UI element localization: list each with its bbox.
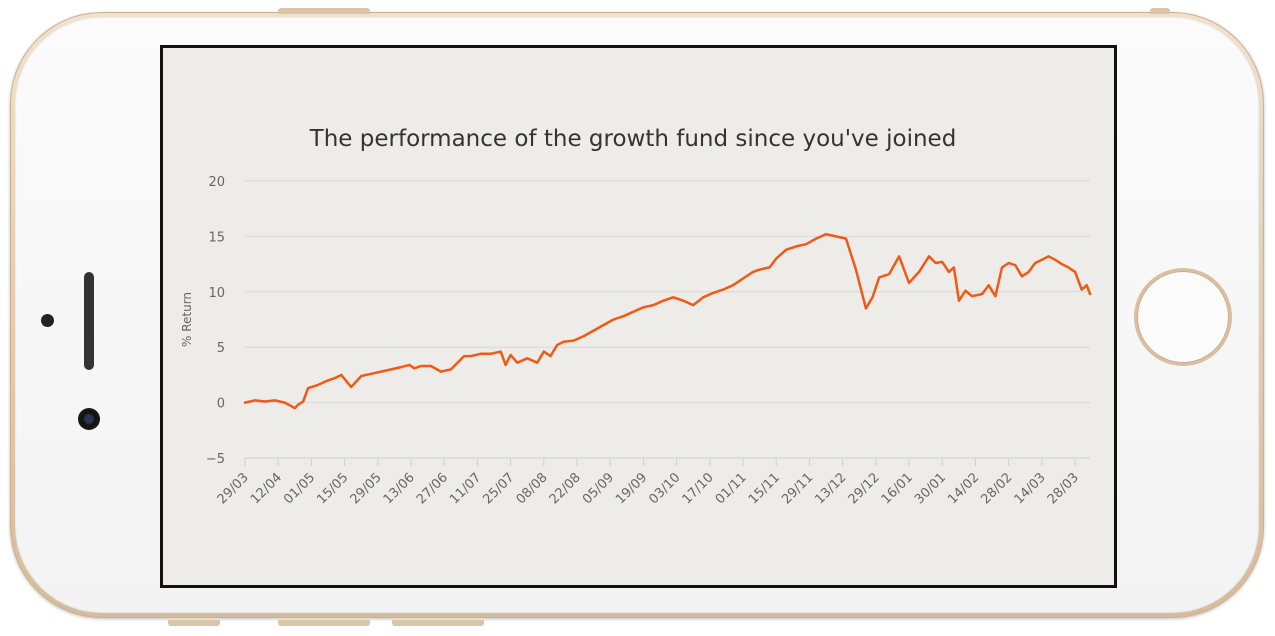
sleep-top-button — [1150, 8, 1170, 14]
x-tick-label: 27/06 — [414, 470, 451, 507]
x-tick-label: 03/10 — [646, 470, 683, 507]
x-tick-label: 22/08 — [547, 470, 584, 507]
x-tick-label: 19/09 — [613, 470, 650, 507]
x-tick-label: 13/12 — [812, 470, 849, 507]
x-tick-label: 13/06 — [381, 470, 418, 507]
x-tick-label: 05/09 — [580, 470, 617, 507]
x-tick-label: 25/07 — [480, 470, 517, 507]
x-tick-label: 17/10 — [680, 470, 717, 507]
x-tick-label: 14/02 — [945, 470, 982, 507]
earpiece-speaker — [84, 272, 94, 370]
x-tick-label: 29/12 — [846, 470, 883, 507]
y-tick-label: 10 — [208, 286, 225, 301]
x-tick-label: 29/03 — [215, 470, 252, 507]
y-tick-label: 15 — [208, 230, 225, 245]
front-camera-icon — [78, 408, 100, 430]
side-button-1 — [168, 620, 220, 626]
x-tick-label: 15/05 — [314, 470, 351, 507]
y-tick-label: −5 — [206, 452, 225, 467]
y-axis-label: % Return — [180, 292, 194, 347]
chart-title: The performance of the growth fund since… — [309, 126, 957, 152]
x-tick-label: 29/05 — [348, 470, 385, 507]
side-button-2 — [278, 620, 370, 626]
x-tick-label: 28/02 — [978, 470, 1015, 507]
y-axis-ticks: −5 0 5 10 15 20 — [206, 175, 225, 467]
x-tick-label: 15/11 — [746, 470, 783, 507]
x-tick-label: 12/04 — [248, 470, 285, 507]
x-tick-label: 01/05 — [281, 470, 318, 507]
performance-chart: −5 0 5 10 15 20 29/0312/0401/0515/0529/0513/0… — [180, 175, 1092, 507]
x-tick-label: 08/08 — [514, 470, 551, 507]
x-axis: 29/0312/0401/0515/0529/0513/0627/0611/07… — [215, 458, 1082, 507]
grid-lines — [245, 180, 1090, 459]
x-tick-label: 01/11 — [713, 470, 750, 507]
home-button[interactable] — [1137, 271, 1229, 363]
y-tick-label: 5 — [217, 341, 225, 356]
side-button-3 — [392, 620, 484, 626]
phone-screen: The performance of the growth fund since… — [160, 45, 1117, 588]
x-tick-label: 30/01 — [912, 470, 949, 507]
x-tick-label: 28/03 — [1045, 470, 1082, 507]
series-line — [243, 232, 1092, 410]
y-tick-label: 20 — [208, 175, 225, 190]
x-tick-label: 29/11 — [779, 470, 816, 507]
proximity-sensor — [41, 314, 54, 327]
x-tick-label: 11/07 — [447, 470, 484, 507]
x-tick-label: 14/03 — [1012, 470, 1049, 507]
y-tick-label: 0 — [217, 397, 225, 412]
volume-top-button — [278, 8, 370, 14]
x-tick-label: 16/01 — [879, 470, 916, 507]
